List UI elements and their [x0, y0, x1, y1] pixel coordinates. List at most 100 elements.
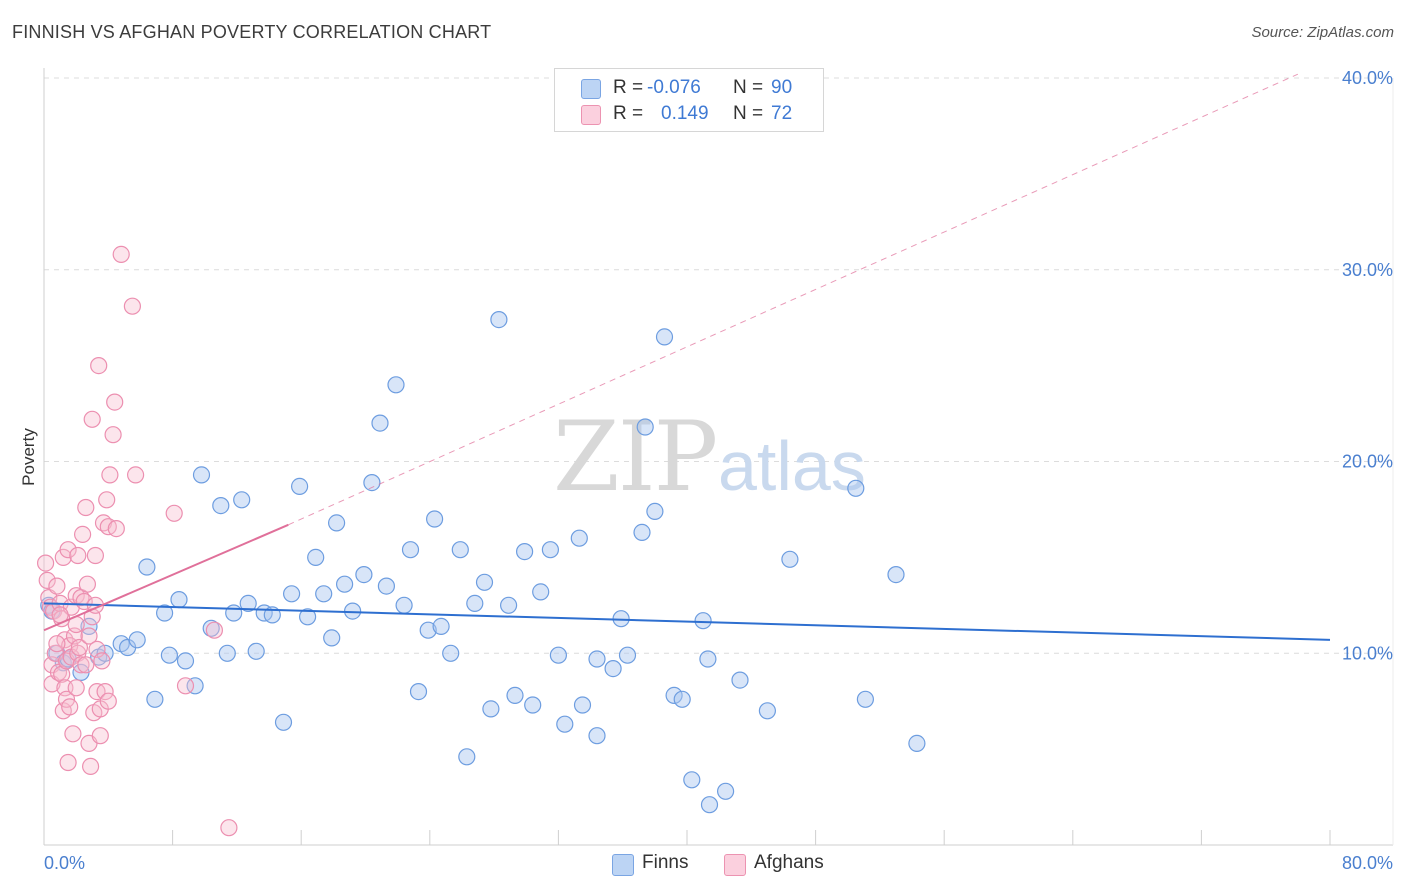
- finns-point-62: [541, 541, 560, 559]
- finns-trend-line: [43, 602, 1331, 641]
- afghans-point-20: [59, 753, 77, 772]
- finns-swatch: [581, 79, 601, 99]
- finns-point-44: [395, 596, 413, 614]
- finns-point-29: [274, 713, 293, 731]
- y-tick-label-0: 10.0%: [1342, 643, 1393, 663]
- afghans-point-48: [90, 357, 108, 375]
- finns-point-36: [328, 514, 346, 532]
- finns-point-79: [694, 612, 712, 630]
- finns-point-89: [908, 734, 926, 753]
- afghans-point-22: [61, 698, 79, 716]
- finns-point-14: [156, 604, 174, 622]
- finns-point-57: [500, 596, 518, 614]
- finns-point-50: [442, 644, 460, 662]
- finns-point-26: [247, 642, 265, 660]
- afghans-swatch: [581, 105, 601, 125]
- finns-point-71: [618, 646, 637, 664]
- finns-point-69: [604, 659, 622, 678]
- finns-point-77: [673, 690, 691, 708]
- finns-point-25: [239, 594, 257, 613]
- afghans-n-label: N =: [733, 103, 764, 124]
- finns-point-65: [570, 529, 588, 547]
- finns-point-78: [683, 771, 701, 789]
- trend-lines: [43, 73, 1331, 641]
- finns-point-34: [315, 585, 333, 603]
- afghans-point-59: [106, 393, 124, 411]
- finns-point-12: [138, 558, 156, 576]
- afghans-point-65: [176, 677, 195, 695]
- afghans-points: [36, 245, 238, 837]
- finns-legend-label: Finns: [642, 852, 689, 873]
- y-tick-label-2: 30.0%: [1342, 260, 1393, 280]
- afghans-point-64: [165, 504, 183, 522]
- finns-point-37: [336, 575, 354, 593]
- finns-point-54: [475, 573, 494, 591]
- afghans-point-0: [36, 554, 55, 572]
- finns-point-67: [588, 650, 606, 668]
- afghans-point-34: [73, 525, 92, 544]
- afghans-r-value: 0.149: [661, 103, 709, 124]
- finns-point-21: [212, 497, 230, 515]
- afghans-point-12: [53, 665, 71, 683]
- afghans-legend-label: Afghans: [754, 852, 824, 873]
- finns-point-72: [633, 523, 651, 542]
- finns-point-84: [758, 702, 777, 720]
- grid-lines: [44, 77, 1393, 654]
- y-tick-labels: 10.0% 20.0% 30.0% 40.0%: [1342, 68, 1393, 663]
- afghans-point-56: [99, 692, 117, 710]
- finns-point-86: [847, 479, 865, 497]
- finns-point-16: [170, 590, 188, 609]
- finns-point-64: [556, 715, 574, 733]
- finns-point-73: [636, 418, 654, 436]
- afghans-r-label: R =: [613, 103, 644, 124]
- finns-point-49: [432, 617, 450, 636]
- finns-point-31: [291, 477, 309, 495]
- afghans-point-60: [107, 519, 125, 538]
- afghans-point-29: [69, 546, 87, 565]
- finns-n-label: N =: [733, 77, 764, 98]
- finns-point-18: [186, 677, 204, 695]
- finns-point-35: [323, 629, 341, 647]
- finns-point-56: [490, 311, 508, 329]
- afghans-point-43: [83, 410, 101, 428]
- x-tick-label-max: 80.0%: [1342, 853, 1393, 873]
- finns-point-11: [128, 631, 146, 649]
- finns-point-33: [307, 548, 325, 567]
- finns-point-81: [700, 796, 719, 814]
- finns-point-30: [283, 585, 301, 603]
- afghans-point-36: [77, 498, 95, 517]
- afghans-trend-extension: [288, 73, 1299, 526]
- finns-point-52: [458, 748, 476, 766]
- afghans-point-31: [70, 638, 89, 657]
- afghans-point-57: [101, 466, 119, 484]
- afghans-point-66: [205, 621, 223, 639]
- afghans-point-32: [72, 656, 90, 674]
- finns-point-75: [655, 328, 674, 346]
- finns-point-13: [146, 690, 164, 708]
- finns-point-48: [426, 510, 444, 528]
- afghans-point-37: [77, 656, 95, 674]
- finns-legend-swatch: [612, 854, 634, 876]
- afghans-point-54: [98, 491, 116, 509]
- afghans-point-1: [38, 571, 56, 590]
- afghans-point-53: [96, 682, 114, 701]
- axes: [43, 68, 1394, 846]
- afghans-point-8: [48, 577, 66, 595]
- finns-point-83: [731, 671, 749, 689]
- afghans-point-28: [67, 679, 85, 697]
- watermark-zip: ZIP: [553, 401, 716, 513]
- afghans-point-38: [78, 575, 97, 593]
- finns-point-60: [524, 696, 542, 714]
- finns-point-17: [176, 652, 195, 670]
- finns-point-74: [646, 502, 664, 520]
- finns-point-22: [218, 644, 236, 662]
- afghans-n-value: 72: [771, 103, 793, 124]
- finns-point-23: [225, 604, 243, 622]
- finns-point-66: [573, 696, 592, 714]
- y-axis-title: Poverty: [19, 428, 38, 486]
- finns-point-88: [887, 565, 905, 584]
- finns-point-82: [716, 782, 735, 800]
- finns-point-51: [451, 541, 469, 559]
- afghans-point-25: [64, 725, 82, 743]
